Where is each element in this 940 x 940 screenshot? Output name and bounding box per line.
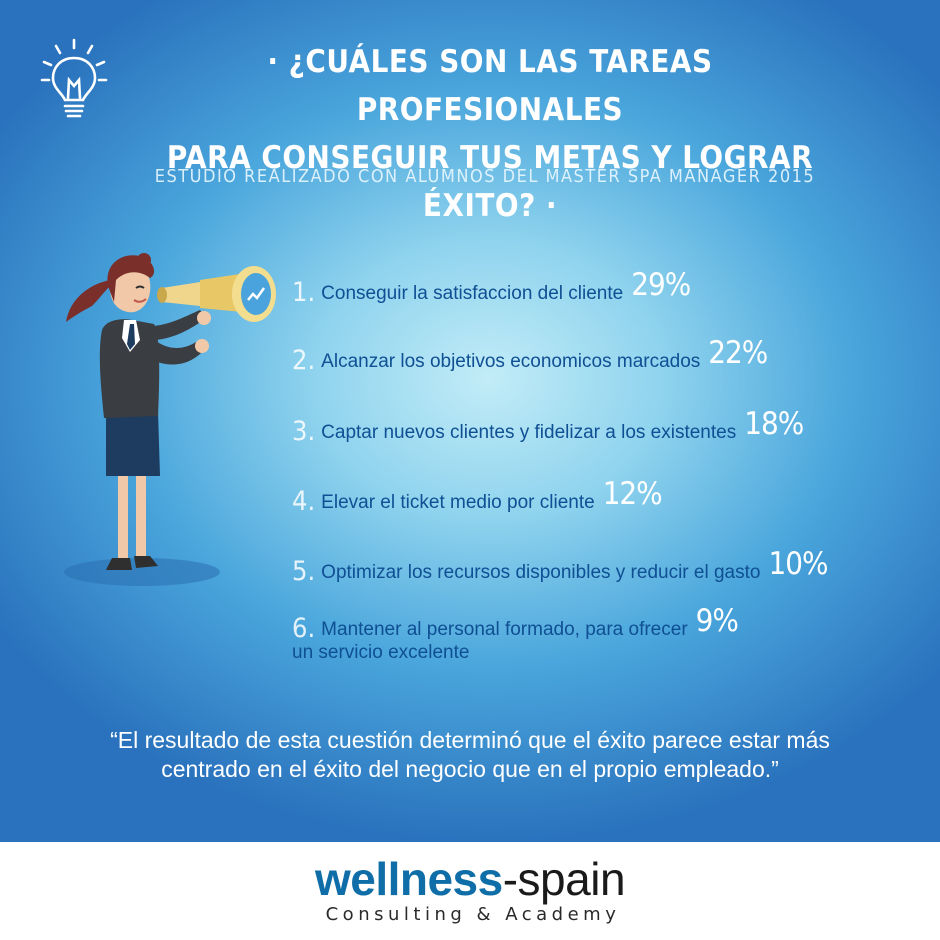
list-item: 2. Alcanzar los objetivos economicos marc… [292,338,912,376]
infographic-panel: · ¿CUÁLES SON LAS TAREAS PROFESIONALES P… [0,0,940,842]
item-percentage: 12% [602,476,663,512]
logo-word-wellness: wellness [314,853,503,905]
logo-tagline: Consulting & Academy [325,904,621,925]
list-item: 6. Mantener al personal formado, para ofr… [292,606,912,664]
subtitle: ESTUDIO REALIZADO CON ALUMNOS DEL MASTER… [154,166,816,187]
quote-line-1: “El resultado de esta cuestión determinó… [110,727,830,753]
item-percentage: 29% [631,267,691,303]
item-number: 6. [292,613,316,644]
item-text: Captar nuevos clientes y fidelizar a los… [321,422,737,443]
item-text: Optimizar los recursos disponibles y red… [321,562,761,583]
item-text: Conseguir la satisfaccion del cliente [321,283,624,304]
item-percentage: 9% [695,603,739,639]
item-number: 5. [292,556,316,587]
item-text: Elevar el ticket medio por cliente [321,492,595,513]
title-line-2: PARA CONSEGUIR TUS METAS Y LOGRAR ÉXITO?… [166,140,814,224]
item-percentage: 10% [768,546,828,582]
page-title: · ¿CUÁLES SON LAS TAREAS PROFESIONALES P… [150,38,830,230]
list-item: 4. Elevar el ticket medio por cliente 12% [292,479,912,517]
lightbulb-icon [40,38,108,118]
list-item: 5. Optimizar los recursos disponibles y r… [292,549,912,587]
woman-with-telescope-illustration [64,253,276,586]
item-number: 1. [292,277,316,308]
item-number: 4. [292,486,316,517]
item-text: Alcanzar los objetivos economicos marcad… [321,351,701,372]
list-item: 3. Captar nuevos clientes y fidelizar a l… [292,409,912,447]
item-text-line-1: Mantener al personal formado, para ofrec… [321,619,688,640]
conclusion-quote: “El resultado de esta cuestión determinó… [30,726,910,784]
item-percentage: 18% [744,406,804,442]
item-number: 2. [292,345,316,376]
item-number: 3. [292,416,316,447]
logo-word-spain: -spain [502,853,626,905]
item-percentage: 22% [708,335,768,371]
title-line-1: · ¿CUÁLES SON LAS TAREAS PROFESIONALES [267,44,713,128]
item-text-line-2: un servicio excelente [292,642,470,663]
quote-line-2: centrado en el éxito del negocio que en … [161,756,779,782]
footer [0,842,940,940]
brand-logo: wellness-spain [0,854,940,904]
list-item: 1. Conseguir la satisfaccion del cliente 2… [292,270,912,308]
